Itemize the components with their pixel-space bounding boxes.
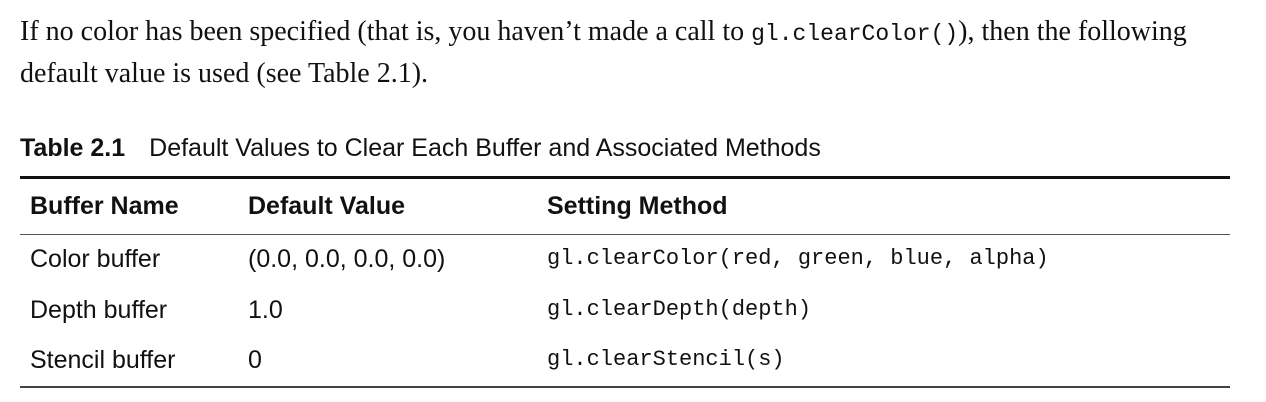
row-depth-buffer-method: gl.clearDepth(depth) (547, 297, 812, 322)
body-paragraph: If no color has been specified (that is,… (20, 12, 1240, 93)
row-stencil-buffer-method: gl.clearStencil(s) (547, 347, 785, 372)
row-stencil-buffer-default: 0 (248, 346, 262, 374)
row-color-buffer-method: gl.clearColor(red, green, blue, alpha) (547, 246, 1049, 271)
paragraph-text-start: If no color has been specified (that is,… (20, 16, 752, 47)
inline-code: gl.clearColor() (751, 21, 959, 47)
row-color-buffer-name: Color buffer (30, 245, 161, 273)
row-depth-buffer-name: Depth buffer (30, 296, 168, 324)
header-setting-method: Setting Method (547, 192, 728, 220)
header-default-value: Default Value (248, 192, 405, 220)
table-bottom-rule (20, 386, 1230, 388)
row-stencil-buffer-name: Stencil buffer (30, 346, 176, 374)
table-header-rule (20, 234, 1230, 235)
row-depth-buffer-default: 1.0 (248, 296, 283, 324)
table-title: Default Values to Clear Each Buffer and … (149, 134, 821, 162)
paragraph-text-end: ), then the following default value is u… (20, 16, 1187, 89)
table-top-rule (20, 176, 1230, 179)
row-color-buffer-default: (0.0, 0.0, 0.0, 0.0) (248, 245, 446, 273)
table-number: Table 2.1 (20, 134, 126, 162)
table-caption: Table 2.1 Default Values to Clear Each Bu… (20, 132, 821, 164)
header-buffer-name: Buffer Name (30, 192, 179, 220)
